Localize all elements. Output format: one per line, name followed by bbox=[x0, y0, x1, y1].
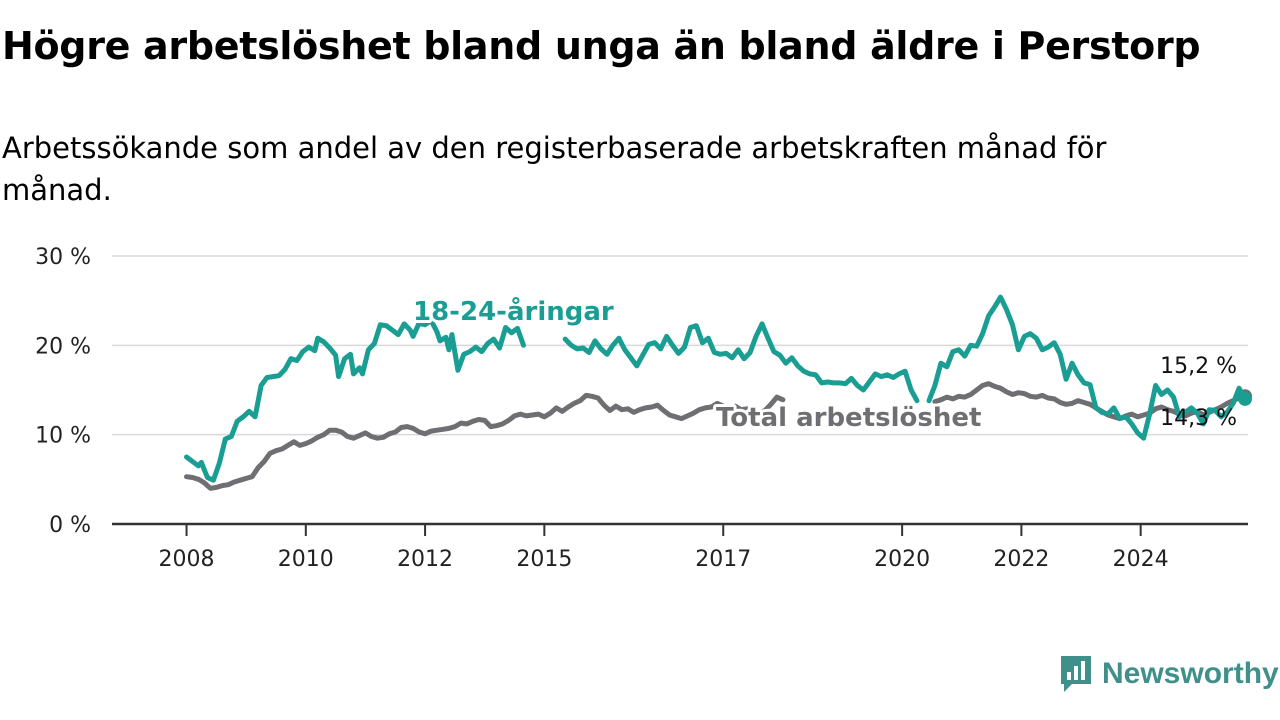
gridlines bbox=[112, 255, 1248, 436]
end-point-0 bbox=[1238, 391, 1253, 406]
x-tick-label: 2012 bbox=[397, 547, 453, 572]
x-tick-label: 2022 bbox=[993, 547, 1049, 572]
x-axis: 2008 2010 2012 2015 2017 2020 2022 2024 bbox=[112, 522, 1248, 572]
x-tick-label: 2015 bbox=[516, 547, 572, 572]
x-tick-label: 2024 bbox=[1113, 547, 1169, 572]
x-tick-label: 2010 bbox=[278, 547, 334, 572]
y-tick-label: 10 % bbox=[35, 424, 91, 449]
series-line-1-0 bbox=[184, 392, 786, 491]
newsworthy-chart-icon bbox=[1061, 656, 1091, 692]
series-line-0-0 bbox=[184, 317, 526, 483]
x-tick-label: 2017 bbox=[695, 547, 751, 572]
y-tick-label: 0 % bbox=[49, 513, 91, 538]
series-line-0-1 bbox=[562, 321, 920, 404]
brand-name: Newsworthy bbox=[1102, 657, 1279, 690]
y-tick-label: 20 % bbox=[35, 334, 91, 359]
newsworthy-logo: Newsworthy bbox=[1058, 654, 1279, 694]
x-tick-label: 2008 bbox=[159, 547, 215, 572]
series-lines bbox=[184, 294, 1253, 491]
chart-title: Högre arbetslöshet bland unga än bland ä… bbox=[2, 24, 1201, 68]
series-label-youth: 18-24-åringar bbox=[413, 295, 614, 327]
chart-subtitle: Arbetssökande som andel av den registerb… bbox=[2, 131, 1107, 207]
y-tick-label: 30 % bbox=[35, 245, 91, 270]
series-label-total: Total arbetslöshet bbox=[716, 403, 981, 433]
y-axis-ticks: 0 % 10 % 20 % 30 % bbox=[35, 245, 91, 538]
series-line-0-2 bbox=[926, 294, 1248, 441]
series-labels: 18-24-åringar Total arbetslöshet 15,2 % … bbox=[410, 292, 1237, 436]
x-tick-label: 2020 bbox=[874, 547, 930, 572]
end-label-total: 14,3 % bbox=[1160, 406, 1237, 431]
end-label-youth: 15,2 % bbox=[1160, 354, 1237, 379]
